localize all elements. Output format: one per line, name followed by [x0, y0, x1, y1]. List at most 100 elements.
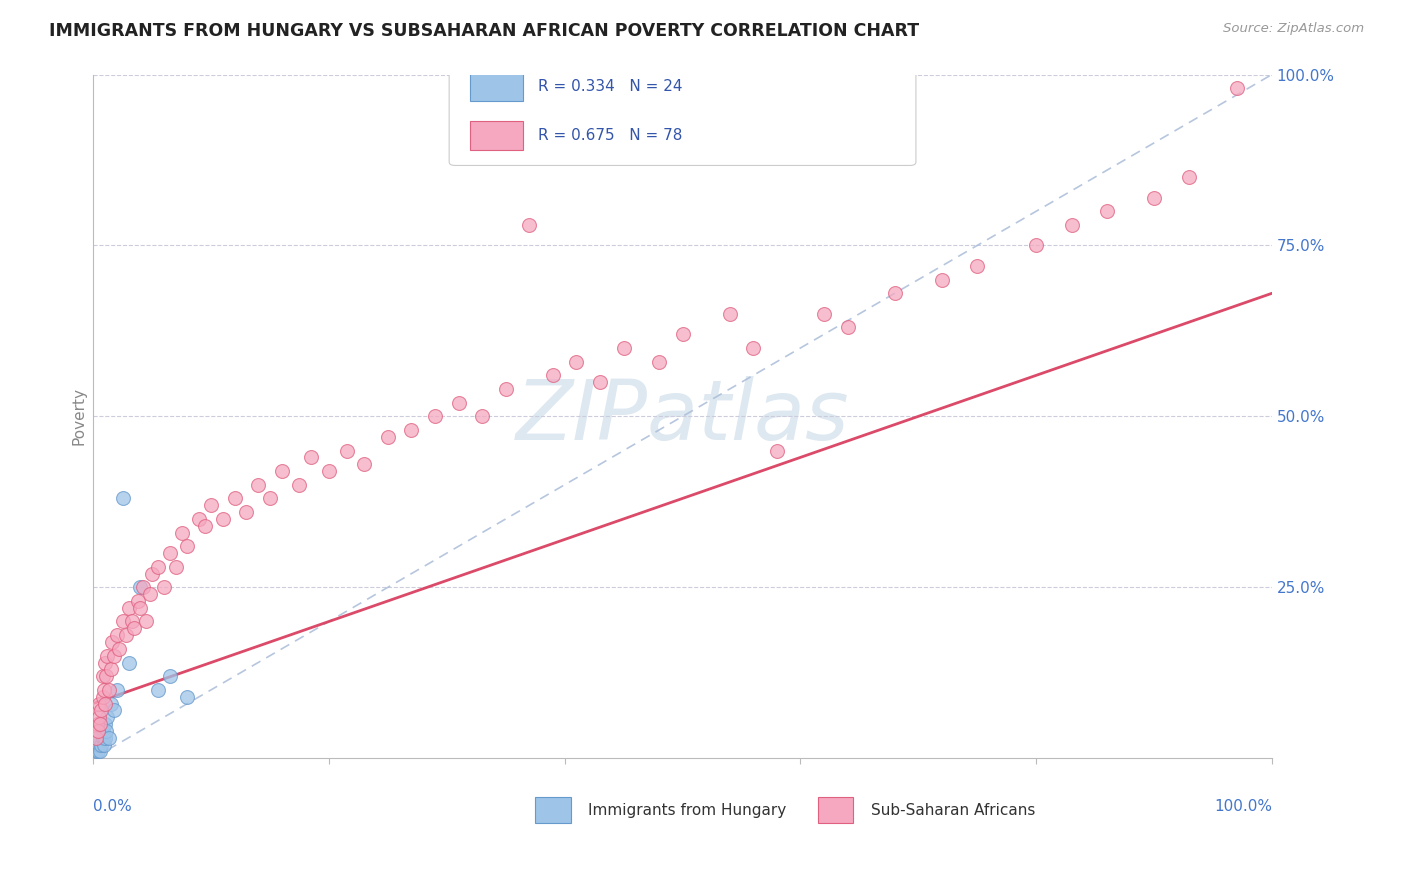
Point: [211, 512, 233, 526]
Point: [91, 723, 114, 738]
Point: [188, 512, 211, 526]
Point: [165, 559, 187, 574]
Point: [87, 738, 110, 752]
Bar: [471, 71, 523, 101]
Point: [401, 423, 423, 437]
Point: [153, 580, 176, 594]
Point: [91, 690, 114, 704]
Point: [159, 669, 181, 683]
Point: [170, 525, 193, 540]
Text: Source: ZipAtlas.com: Source: ZipAtlas.com: [1223, 22, 1364, 36]
Point: [131, 580, 153, 594]
Point: [423, 409, 446, 424]
Point: [103, 703, 125, 717]
Text: ZIPatlas: ZIPatlas: [516, 376, 849, 457]
Point: [87, 697, 110, 711]
Point: [105, 682, 128, 697]
Point: [837, 320, 859, 334]
Point: [299, 450, 322, 465]
Point: [146, 559, 169, 574]
Point: [541, 368, 564, 383]
Text: IMMIGRANTS FROM HUNGARY VS SUBSAHARAN AFRICAN POVERTY CORRELATION CHART: IMMIGRANTS FROM HUNGARY VS SUBSAHARAN AF…: [49, 22, 920, 40]
Point: [224, 491, 246, 506]
Bar: [471, 121, 523, 150]
Point: [517, 218, 540, 232]
Point: [117, 600, 139, 615]
Text: Immigrants from Hungary: Immigrants from Hungary: [588, 804, 786, 818]
Point: [124, 621, 146, 635]
Point: [117, 656, 139, 670]
Point: [883, 286, 905, 301]
Point: [129, 600, 152, 615]
Point: [127, 594, 149, 608]
Point: [235, 505, 257, 519]
Point: [1025, 238, 1047, 252]
Point: [159, 546, 181, 560]
Point: [91, 731, 114, 745]
Point: [931, 272, 953, 286]
Point: [108, 641, 131, 656]
Point: [447, 395, 470, 409]
Point: [94, 731, 117, 745]
Text: 0.0%: 0.0%: [93, 799, 132, 814]
Point: [146, 682, 169, 697]
Point: [377, 430, 399, 444]
Point: [565, 354, 588, 368]
Point: [1143, 191, 1166, 205]
Point: [93, 738, 115, 752]
Point: [247, 477, 270, 491]
Point: [288, 477, 311, 491]
Point: [101, 635, 124, 649]
Point: [589, 375, 612, 389]
Point: [141, 566, 163, 581]
Point: [813, 307, 835, 321]
Point: [966, 259, 988, 273]
Point: [89, 744, 111, 758]
Point: [1178, 170, 1201, 185]
Point: [336, 443, 359, 458]
Point: [613, 341, 636, 355]
Point: [100, 697, 122, 711]
Point: [318, 464, 340, 478]
Point: [648, 354, 671, 368]
Point: [86, 738, 108, 752]
Point: [86, 717, 108, 731]
Text: Sub-Saharan Africans: Sub-Saharan Africans: [872, 804, 1035, 818]
Point: [94, 656, 117, 670]
Point: [671, 327, 693, 342]
Point: [718, 307, 741, 321]
Point: [87, 723, 110, 738]
Bar: [536, 797, 571, 823]
Point: [176, 539, 198, 553]
Point: [139, 587, 162, 601]
Point: [84, 744, 107, 758]
FancyBboxPatch shape: [449, 59, 915, 165]
Point: [270, 464, 292, 478]
Point: [96, 648, 118, 663]
Point: [495, 382, 517, 396]
Point: [103, 648, 125, 663]
Point: [111, 491, 134, 506]
Text: 100.0%: 100.0%: [1213, 799, 1272, 814]
Point: [87, 744, 110, 758]
Bar: [818, 797, 853, 823]
Point: [96, 710, 118, 724]
Point: [90, 703, 112, 717]
Point: [84, 731, 107, 745]
Point: [94, 723, 117, 738]
Point: [742, 341, 765, 355]
Point: [90, 738, 112, 752]
Point: [194, 518, 217, 533]
Point: [129, 580, 152, 594]
Point: [1225, 81, 1247, 95]
Point: [121, 615, 143, 629]
Point: [111, 615, 134, 629]
Y-axis label: Poverty: Poverty: [72, 387, 86, 445]
Text: R = 0.675   N = 78: R = 0.675 N = 78: [537, 128, 682, 143]
Point: [87, 710, 110, 724]
Point: [97, 682, 120, 697]
Point: [89, 717, 111, 731]
Point: [176, 690, 198, 704]
Point: [766, 443, 789, 458]
Point: [94, 669, 117, 683]
